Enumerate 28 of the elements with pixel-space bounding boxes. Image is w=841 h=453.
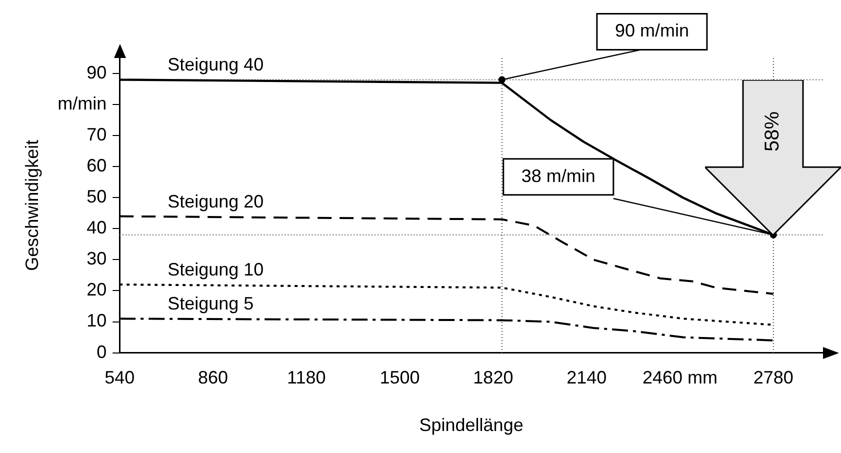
x-tick-label: 2460 mm — [642, 368, 718, 388]
y-tick-label: 50 — [86, 186, 107, 207]
series-label: Steigung 10 — [168, 260, 264, 280]
series-label: Steigung 5 — [168, 294, 254, 314]
x-tick-label: 860 — [198, 368, 228, 388]
y-tick-label: 30 — [86, 248, 107, 269]
y-tick-label: m/min — [58, 94, 107, 114]
annotation: 90 m/min — [614, 20, 689, 41]
annotation: 58% — [762, 112, 785, 152]
x-tick-label: 1500 — [380, 368, 420, 388]
y-tick-label: 0 — [96, 342, 107, 362]
x-tick-label: 1820 — [473, 368, 514, 388]
y-axis-title: Geschwindigkeit — [22, 140, 42, 271]
y-tick-label: 60 — [86, 156, 107, 176]
annotation: 38 m/min — [521, 166, 596, 186]
down-arrow-icon: 58% — [705, 80, 841, 235]
x-tick-label: 1180 — [287, 368, 326, 388]
y-tick-label: 70 — [86, 124, 107, 145]
y-tick-label: 10 — [86, 310, 107, 331]
x-tick-label: 2140 — [566, 368, 607, 388]
y-tick-label: 20 — [86, 280, 107, 300]
series-label: Steigung 20 — [168, 191, 264, 212]
series-label: Steigung 40 — [168, 54, 264, 75]
x-tick-label: 540 — [104, 368, 135, 388]
x-tick-label: 2780 — [753, 368, 794, 388]
x-axis-title: Spindellänge — [419, 415, 524, 436]
y-tick-label: 90 — [86, 62, 107, 82]
y-tick-label: 40 — [86, 218, 107, 238]
